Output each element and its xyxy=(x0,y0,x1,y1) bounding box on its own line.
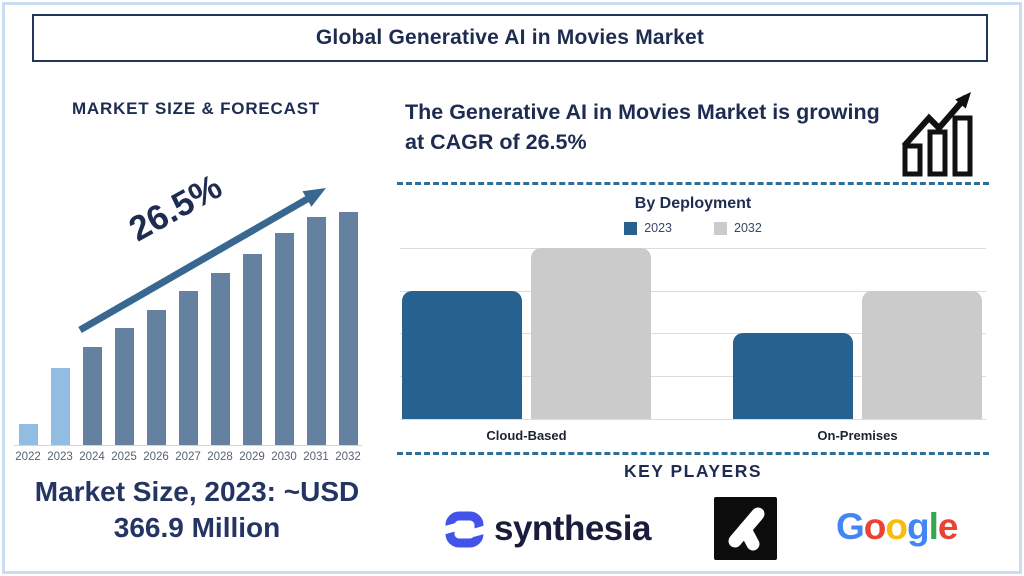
google-logo: Google xyxy=(836,506,959,548)
gridline xyxy=(400,291,986,292)
deployment-bar-cloud-based-2023 xyxy=(402,291,522,419)
page-title-box: Global Generative AI in Movies Market xyxy=(32,14,988,62)
google-letter: e xyxy=(937,506,959,547)
divider-dashed-bottom xyxy=(397,452,989,455)
google-letter: o xyxy=(885,506,908,547)
forecast-bar-2030 xyxy=(274,233,294,445)
legend-item-2023: 2023 xyxy=(624,221,672,235)
forecast-bar-2026 xyxy=(146,310,166,445)
google-letter: g xyxy=(907,506,930,547)
forecast-bar-2024 xyxy=(82,347,102,445)
synthesia-icon xyxy=(443,511,485,548)
market-size-caption: Market Size, 2023: ~USD 366.9 Million xyxy=(8,474,386,547)
forecast-bar-2029 xyxy=(242,254,262,445)
gridline xyxy=(400,248,986,249)
deployment-legend: 2023 2032 xyxy=(397,221,989,235)
divider-dashed-top xyxy=(397,182,989,185)
deployment-category-label: On-Premises xyxy=(817,428,898,443)
forecast-year-axis: 2022 2023 2024 2025 2026 2027 2028 2029 2030 2031… xyxy=(14,451,362,463)
gridline xyxy=(400,419,986,420)
forecast-chart: 2022 2023 2024 2025 2026 2027 2028 2029 2030 2031… xyxy=(14,212,362,463)
forecast-year-label: 2031 xyxy=(303,451,329,463)
forecast-bar-2022 xyxy=(18,424,38,445)
caption-line-2: 366.9 Million xyxy=(113,512,281,544)
forecast-year-label: 2023 xyxy=(47,451,73,463)
forecast-bar-2028 xyxy=(210,273,230,445)
page-title: Global Generative AI in Movies Market xyxy=(315,26,705,49)
forecast-year-label: 2024 xyxy=(79,451,105,463)
market-forecast-heading: MARKET SIZE & FORECAST xyxy=(71,99,321,118)
deployment-category-axis: Cloud-Based On-Premises xyxy=(400,428,986,446)
legend-item-2032: 2032 xyxy=(714,221,762,235)
forecast-year-label: 2025 xyxy=(111,451,137,463)
runway-icon xyxy=(728,507,765,551)
forecast-bar-2025 xyxy=(114,328,134,445)
caption-line-1: Market Size, 2023: ~USD xyxy=(34,476,360,507)
forecast-bar-2031 xyxy=(306,217,326,445)
google-letter: G xyxy=(836,506,865,547)
synthesia-wordmark: synthesia xyxy=(494,509,651,548)
forecast-year-label: 2028 xyxy=(207,451,233,463)
deployment-bar-on-premises-2023 xyxy=(733,333,853,419)
forecast-bar-2032 xyxy=(338,212,358,445)
legend-swatch xyxy=(714,221,727,235)
gridline xyxy=(400,333,986,334)
forecast-year-label: 2026 xyxy=(143,451,169,463)
synthesia-logo: synthesia xyxy=(443,500,651,558)
deployment-category-label: Cloud-Based xyxy=(486,428,567,443)
legend-swatch xyxy=(624,221,638,235)
legend-label: 2032 xyxy=(734,221,762,235)
gridline xyxy=(400,376,986,377)
deployment-bar-on-premises-2032 xyxy=(862,291,982,419)
forecast-year-label: 2030 xyxy=(271,451,297,463)
key-players-heading: KEY PLAYERS xyxy=(623,461,763,481)
runway-logo xyxy=(714,497,777,560)
google-letter: l xyxy=(928,506,939,547)
legend-label: 2023 xyxy=(644,221,672,235)
forecast-year-label: 2029 xyxy=(239,451,265,463)
growth-chart-icon xyxy=(901,92,973,177)
deployment-chart xyxy=(400,248,986,420)
forecast-bar-2027 xyxy=(178,291,198,445)
forecast-year-label: 2027 xyxy=(175,451,201,463)
deployment-bar-cloud-based-2032 xyxy=(531,248,651,419)
google-letter: o xyxy=(863,506,887,547)
forecast-bar-2023 xyxy=(50,368,70,445)
cagr-statement: The Generative AI in Movies Market is gr… xyxy=(405,100,880,155)
forecast-year-label: 2022 xyxy=(15,451,41,463)
deployment-chart-title: By Deployment xyxy=(634,195,752,212)
forecast-year-label: 2032 xyxy=(335,451,361,463)
forecast-bars xyxy=(14,212,362,446)
